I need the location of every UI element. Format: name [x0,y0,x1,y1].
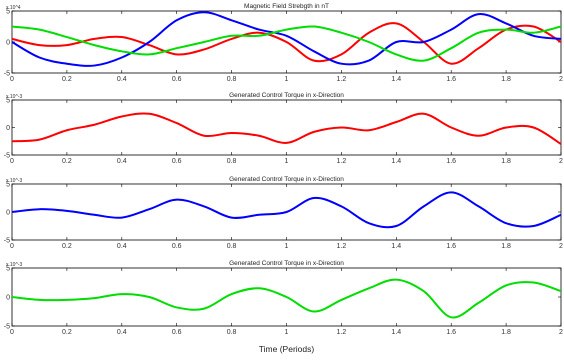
y-tick-label: -5 [4,238,10,245]
x-tick-label: 1.4 [391,243,401,250]
x-tick-label: 0 [10,243,14,250]
x-tick-label: 0.8 [227,329,237,336]
x-tick-label: 2 [559,329,563,336]
series-line-1-3 [12,25,561,62]
x-tick-label: 0.2 [62,158,72,165]
panel-1-exponent-label: x 10^4 [6,5,21,11]
y-tick-label: -5 [4,71,10,78]
x-tick-label: 1.6 [446,329,456,336]
y-tick-label: 5 [6,98,10,105]
series-line-4-1 [12,278,561,319]
x-tick-label: 0.2 [62,243,72,250]
series-line-1-1 [12,22,561,65]
x-tick-label: 1 [285,158,289,165]
y-tick-label: -5 [4,324,10,331]
x-tick-label: 1.2 [337,243,347,250]
panel-4-title: Generated Control Torque in x-Direction [229,260,344,267]
series-line-2-1 [12,112,561,145]
y-tick-label: 5 [6,266,10,273]
x-tick-label: 1.8 [501,76,511,83]
x-tick-label: 0 [10,76,14,83]
panel-2-axes-box [11,99,562,156]
x-tick-label: 0.8 [227,243,237,250]
x-tick-label: 0.2 [62,76,72,83]
panel-2-exponent-label: x 10^-3 [6,94,22,100]
x-tick-label: 1 [285,76,289,83]
x-tick-label: 1.6 [446,76,456,83]
panel-4: Generated Control Torque in x-Direction x… [4,260,563,336]
panel-3: Generated Control Torque in x-Direction x… [4,176,563,250]
y-tick-label: 0 [6,295,10,302]
x-tick-label: 1.8 [501,158,511,165]
panel-1-title: Magnetic Field Strebgth in nT [244,3,329,10]
x-tick-label: 2 [559,243,563,250]
panel-3-exponent-label: x 10^-3 [6,178,22,184]
x-tick-label: 0.6 [172,158,182,165]
x-tick-label: 0.6 [172,243,182,250]
x-tick-label: 1 [285,329,289,336]
x-tick-label: 0.4 [117,329,127,336]
x-tick-label: 2 [559,76,563,83]
series-line-1-2 [12,11,561,67]
x-tick-label: 0.4 [117,76,127,83]
x-tick-label: 1.4 [391,76,401,83]
x-tick-label: 0.8 [227,158,237,165]
y-tick-label: 0 [6,210,10,217]
y-tick-label: 0 [6,125,10,132]
x-tick-label: 1.8 [501,329,511,336]
y-tick-label: -5 [4,153,10,160]
panel-2-title: Generated Control Torque in x-Direction [229,92,344,99]
x-tick-label: 0.8 [227,76,237,83]
x-tick-label: 1.2 [337,158,347,165]
x-tick-label: 1 [285,243,289,250]
x-tick-label: 0.4 [117,158,127,165]
x-tick-label: 0 [10,158,14,165]
y-tick-label: 5 [6,9,10,16]
x-tick-label: 1.6 [446,243,456,250]
x-tick-label: 0.4 [117,243,127,250]
x-axis-label: Time (Periods) [259,344,315,354]
x-tick-label: 1.8 [501,243,511,250]
x-tick-label: 2 [559,158,563,165]
x-tick-label: 0 [10,329,14,336]
x-tick-label: 0.2 [62,329,72,336]
x-tick-label: 1.4 [391,329,401,336]
x-tick-label: 1.2 [337,76,347,83]
x-tick-label: 1.4 [391,158,401,165]
panel-3-title: Generated Control Torque in x-Direction [229,176,344,183]
x-tick-label: 1.2 [337,329,347,336]
y-tick-label: 5 [6,182,10,189]
panel-2: Generated Control Torque in x-Direction x… [4,92,563,165]
x-tick-label: 0.6 [172,329,182,336]
x-tick-label: 0.6 [172,76,182,83]
series-line-3-1 [12,191,561,229]
panel-1: Magnetic Field Strebgth in nTx 10^450-50… [4,3,563,83]
y-tick-label: 0 [6,40,10,47]
x-tick-label: 1.6 [446,158,456,165]
panel-4-exponent-label: x 10^-3 [6,262,22,268]
